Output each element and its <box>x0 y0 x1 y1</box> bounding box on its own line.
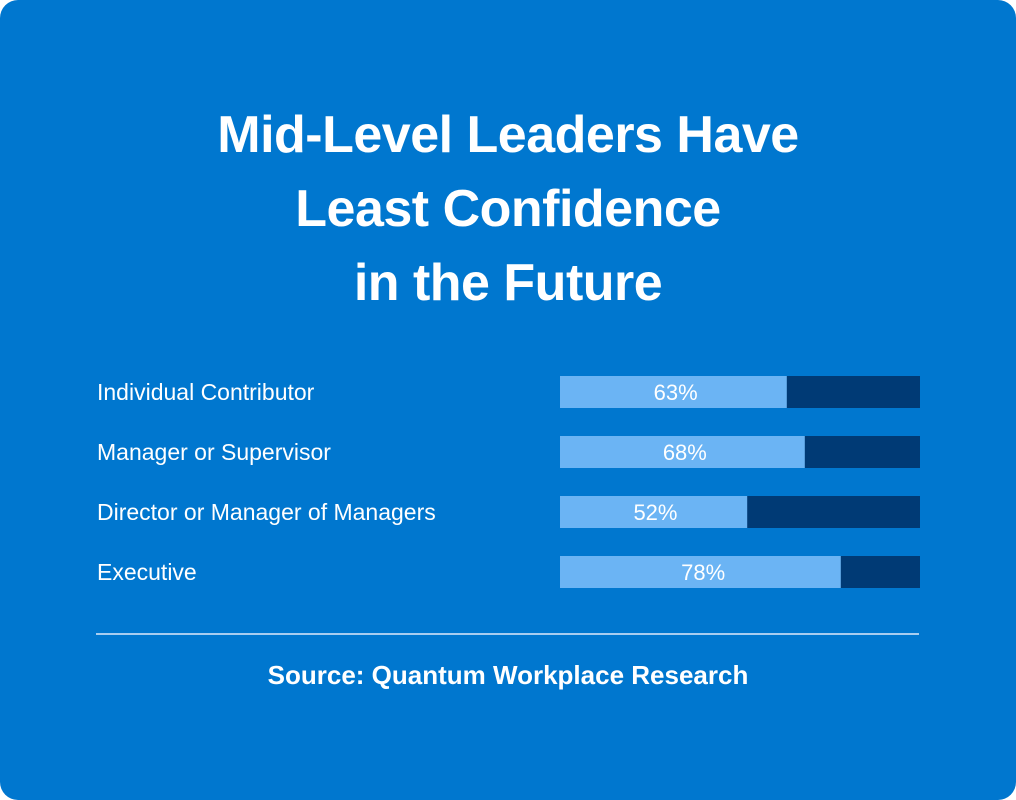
source-note: Source: Quantum Workplace Research <box>267 660 749 690</box>
bar-value <box>560 496 748 528</box>
title-line-2: Least Confidence <box>295 180 721 238</box>
bar-value <box>560 556 841 588</box>
category-label: Director or Manager of Managers <box>97 499 436 525</box>
bar-value <box>560 376 787 408</box>
data-label: 52% <box>633 500 677 525</box>
category-label: Executive <box>97 559 197 585</box>
data-label: 68% <box>663 440 707 465</box>
data-label: 78% <box>681 560 725 585</box>
category-label: Manager or Supervisor <box>97 439 331 465</box>
divider-line <box>96 633 919 635</box>
title-line-3: in the Future <box>353 254 663 312</box>
bar-value <box>560 436 805 468</box>
data-label: 63% <box>654 380 698 405</box>
category-label: Individual Contributor <box>97 379 315 405</box>
chart-title: Mid-Level Leaders Have Least Confidence … <box>0 98 1016 320</box>
title-line-1: Mid-Level Leaders Have <box>217 106 799 164</box>
